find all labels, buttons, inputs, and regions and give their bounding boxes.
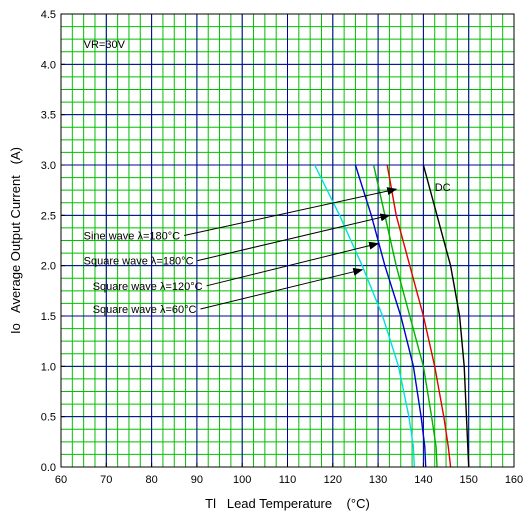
y-tick-label: 3.5 <box>41 110 56 122</box>
x-tick-label: 130 <box>369 474 387 486</box>
annotation-label-4: Square wave λ=60°C <box>93 304 197 316</box>
y-tick-label: 4.0 <box>41 59 56 71</box>
annotation-labels: DC Sine wave λ=180°C Square wave λ=180°C Sq… <box>84 182 451 316</box>
y-tick-label: 3.0 <box>41 160 56 172</box>
x-tick-label: 160 <box>505 474 523 486</box>
annotation-arrow-2 <box>198 215 390 260</box>
y-tick-label: 1.0 <box>41 361 56 373</box>
x-tick-label: 110 <box>279 474 297 486</box>
x-tick-label: 140 <box>414 474 432 486</box>
y-tick-label: 0.0 <box>41 462 56 474</box>
y-tick-label: 2.5 <box>41 210 56 222</box>
x-tick-label: 100 <box>233 474 251 486</box>
x-tick-label: 90 <box>191 474 203 486</box>
annotation-arrow-3 <box>207 244 378 286</box>
axis-ticks: 60 70 80 90 100 110 120 130 140 150 160 0.0 0.5 1.0 1.… <box>41 9 523 486</box>
y-tick-label: 0.5 <box>41 412 56 424</box>
y-tick-label: 1.5 <box>41 311 56 323</box>
x-tick-label: 80 <box>145 474 157 486</box>
y-axis-title: Io Average Output Current (A) <box>8 147 23 334</box>
y-tick-label: 2.0 <box>41 261 56 273</box>
annotation-label-1: Sine wave λ=180°C <box>84 230 180 242</box>
x-tick-label: 150 <box>460 474 478 486</box>
x-tick-label: 60 <box>55 474 67 486</box>
annotation-label-2: Square wave λ=180°C <box>84 256 194 268</box>
annotation-label-0: DC <box>435 182 451 194</box>
annotation-arrow-1 <box>184 189 396 235</box>
annotation-label-3: Square wave λ=120°C <box>93 281 203 293</box>
x-axis-title: Tl Lead Temperature (°C) <box>205 496 370 511</box>
x-tick-label: 70 <box>100 474 112 486</box>
y-tick-label: 4.5 <box>41 9 56 21</box>
condition-label: VR=30V <box>84 39 126 51</box>
x-tick-label: 120 <box>324 474 342 486</box>
